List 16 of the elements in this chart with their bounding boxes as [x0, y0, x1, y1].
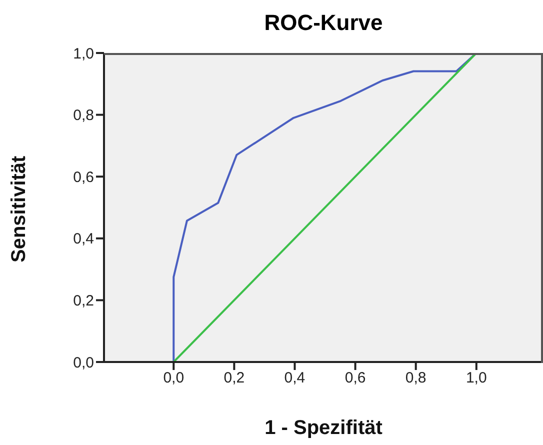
x-tick-label: 0,6: [344, 370, 366, 387]
y-tick-label: 0,8: [73, 107, 94, 124]
y-tick-label: 0,2: [73, 292, 94, 310]
line-series: [172, 53, 478, 362]
x-tick-label: 1,0: [466, 370, 487, 387]
y-tick-label: 1,0: [73, 45, 94, 62]
chart-title: ROC-Kurve: [263, 10, 384, 36]
x-tick-label: 0,2: [224, 370, 245, 387]
y-tick-label: 0,6: [73, 168, 94, 186]
x-tick-label: 0,4: [284, 370, 306, 387]
y-tick-label: 0,0: [73, 354, 94, 372]
y-tick-label: 0,4: [73, 230, 94, 248]
x-tick-label: 0,8: [405, 370, 426, 387]
y-axis-title: Sensitivität: [8, 155, 30, 262]
x-tick-label: 0,0: [163, 370, 184, 387]
x-axis-title: 1 - Spezifität: [264, 417, 383, 439]
